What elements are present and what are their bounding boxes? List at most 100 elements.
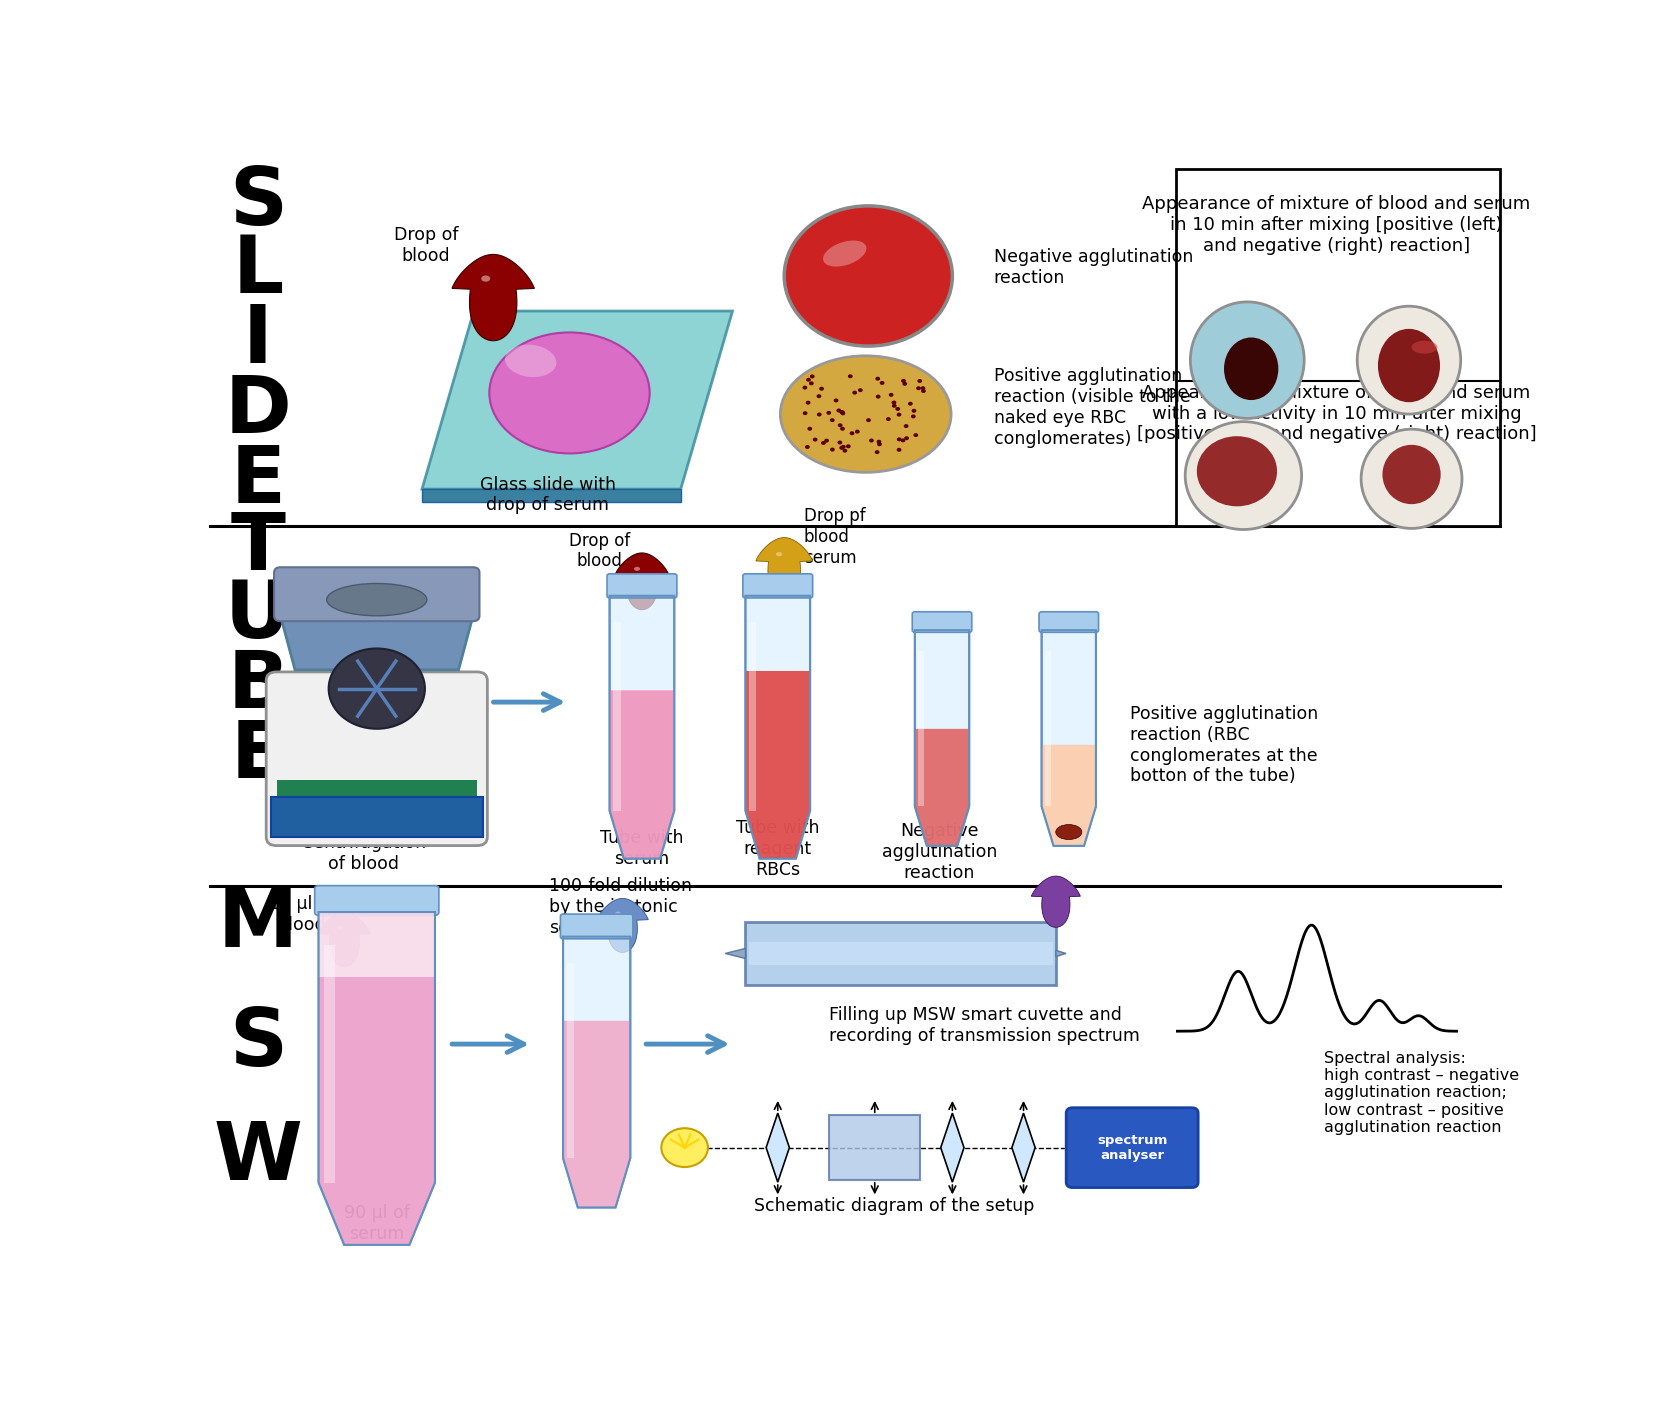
Text: spectrum
analyser: spectrum analyser bbox=[1097, 1133, 1167, 1161]
Text: B: B bbox=[227, 647, 289, 724]
Circle shape bbox=[821, 441, 826, 446]
Text: Tube with
reagent
RBCs: Tube with reagent RBCs bbox=[736, 820, 819, 878]
Ellipse shape bbox=[1382, 446, 1440, 504]
Text: Positive agglutination
reaction (visible to the
naked eye RBC
conglomerates): Positive agglutination reaction (visible… bbox=[993, 367, 1190, 448]
FancyBboxPatch shape bbox=[274, 567, 479, 621]
Text: Schematic diagram of the setup: Schematic diagram of the setup bbox=[754, 1196, 1035, 1215]
Bar bbox=[614, 622, 621, 811]
Circle shape bbox=[843, 448, 848, 453]
Text: Drop of
blood: Drop of blood bbox=[394, 227, 459, 265]
Ellipse shape bbox=[776, 552, 783, 556]
Ellipse shape bbox=[616, 912, 621, 915]
Circle shape bbox=[880, 381, 885, 385]
Bar bbox=[829, 1115, 920, 1180]
Polygon shape bbox=[609, 595, 674, 859]
Circle shape bbox=[809, 381, 814, 385]
Circle shape bbox=[916, 387, 921, 391]
Circle shape bbox=[846, 444, 851, 448]
Polygon shape bbox=[1041, 745, 1097, 846]
Ellipse shape bbox=[506, 345, 556, 377]
Bar bbox=[270, 797, 482, 836]
Polygon shape bbox=[422, 489, 681, 502]
Polygon shape bbox=[1011, 1114, 1035, 1182]
Circle shape bbox=[784, 206, 953, 346]
Text: Drop pf
blood
serum: Drop pf blood serum bbox=[803, 507, 865, 567]
Circle shape bbox=[886, 417, 891, 422]
Circle shape bbox=[803, 410, 808, 415]
Circle shape bbox=[840, 410, 845, 415]
Ellipse shape bbox=[327, 583, 427, 616]
Polygon shape bbox=[319, 912, 436, 1245]
Text: Negative
agglutination
reaction: Negative agglutination reaction bbox=[881, 822, 996, 881]
Circle shape bbox=[841, 412, 845, 415]
Circle shape bbox=[918, 378, 923, 382]
FancyBboxPatch shape bbox=[608, 574, 678, 598]
Text: Glass slide with
drop of serum: Glass slide with drop of serum bbox=[479, 475, 616, 514]
Circle shape bbox=[826, 410, 831, 415]
Circle shape bbox=[903, 382, 908, 385]
Circle shape bbox=[816, 394, 821, 398]
Circle shape bbox=[876, 395, 881, 399]
Text: D: D bbox=[224, 371, 290, 450]
Text: E: E bbox=[230, 717, 285, 794]
Circle shape bbox=[808, 427, 813, 430]
Circle shape bbox=[813, 437, 818, 441]
Text: 10 µl of
blood: 10 µl of blood bbox=[269, 895, 334, 934]
FancyBboxPatch shape bbox=[1066, 1108, 1198, 1188]
Circle shape bbox=[838, 440, 843, 444]
Ellipse shape bbox=[1357, 307, 1460, 415]
Ellipse shape bbox=[1223, 338, 1278, 401]
Circle shape bbox=[901, 378, 906, 382]
Circle shape bbox=[661, 1128, 708, 1167]
Circle shape bbox=[895, 406, 900, 410]
Circle shape bbox=[819, 387, 824, 391]
Bar bbox=[567, 964, 574, 1159]
Ellipse shape bbox=[1379, 329, 1440, 402]
Circle shape bbox=[858, 388, 863, 392]
Circle shape bbox=[901, 439, 905, 443]
Circle shape bbox=[878, 443, 881, 447]
Ellipse shape bbox=[1362, 429, 1462, 528]
Text: Drop of
blood: Drop of blood bbox=[569, 532, 629, 570]
FancyBboxPatch shape bbox=[315, 885, 439, 915]
Circle shape bbox=[908, 402, 913, 406]
Text: Negative agglutination
reaction: Negative agglutination reaction bbox=[993, 248, 1193, 287]
Circle shape bbox=[809, 374, 814, 378]
Text: 90 µl of
serum: 90 µl of serum bbox=[344, 1203, 409, 1243]
Polygon shape bbox=[422, 311, 733, 489]
Circle shape bbox=[903, 425, 908, 429]
Text: Centrifugation
of blood: Centrifugation of blood bbox=[302, 834, 426, 873]
Polygon shape bbox=[319, 912, 371, 967]
Ellipse shape bbox=[1190, 301, 1303, 419]
Text: 100-fold dilution
by the isotonic
solution: 100-fold dilution by the isotonic soluti… bbox=[549, 877, 693, 937]
FancyBboxPatch shape bbox=[913, 612, 971, 632]
Ellipse shape bbox=[337, 926, 342, 929]
Circle shape bbox=[890, 392, 893, 396]
Circle shape bbox=[921, 389, 926, 394]
Ellipse shape bbox=[781, 356, 951, 472]
Text: S: S bbox=[229, 164, 287, 241]
Circle shape bbox=[838, 423, 843, 427]
Text: L: L bbox=[232, 231, 284, 310]
Circle shape bbox=[891, 403, 896, 408]
Circle shape bbox=[896, 437, 901, 441]
Bar bbox=[748, 943, 1053, 965]
Text: W: W bbox=[214, 1119, 302, 1198]
Ellipse shape bbox=[489, 332, 649, 454]
Circle shape bbox=[855, 430, 860, 433]
Polygon shape bbox=[766, 1114, 789, 1182]
Text: M: M bbox=[217, 887, 297, 964]
Polygon shape bbox=[941, 1114, 965, 1182]
Polygon shape bbox=[609, 691, 674, 859]
Circle shape bbox=[875, 377, 880, 381]
Circle shape bbox=[840, 446, 845, 450]
Circle shape bbox=[891, 401, 896, 405]
Circle shape bbox=[829, 447, 834, 451]
FancyBboxPatch shape bbox=[1040, 612, 1098, 632]
Polygon shape bbox=[562, 1021, 631, 1208]
Ellipse shape bbox=[1056, 825, 1082, 839]
Circle shape bbox=[836, 409, 841, 412]
Text: U: U bbox=[225, 577, 290, 654]
Polygon shape bbox=[756, 538, 813, 597]
Bar bbox=[324, 944, 335, 1182]
